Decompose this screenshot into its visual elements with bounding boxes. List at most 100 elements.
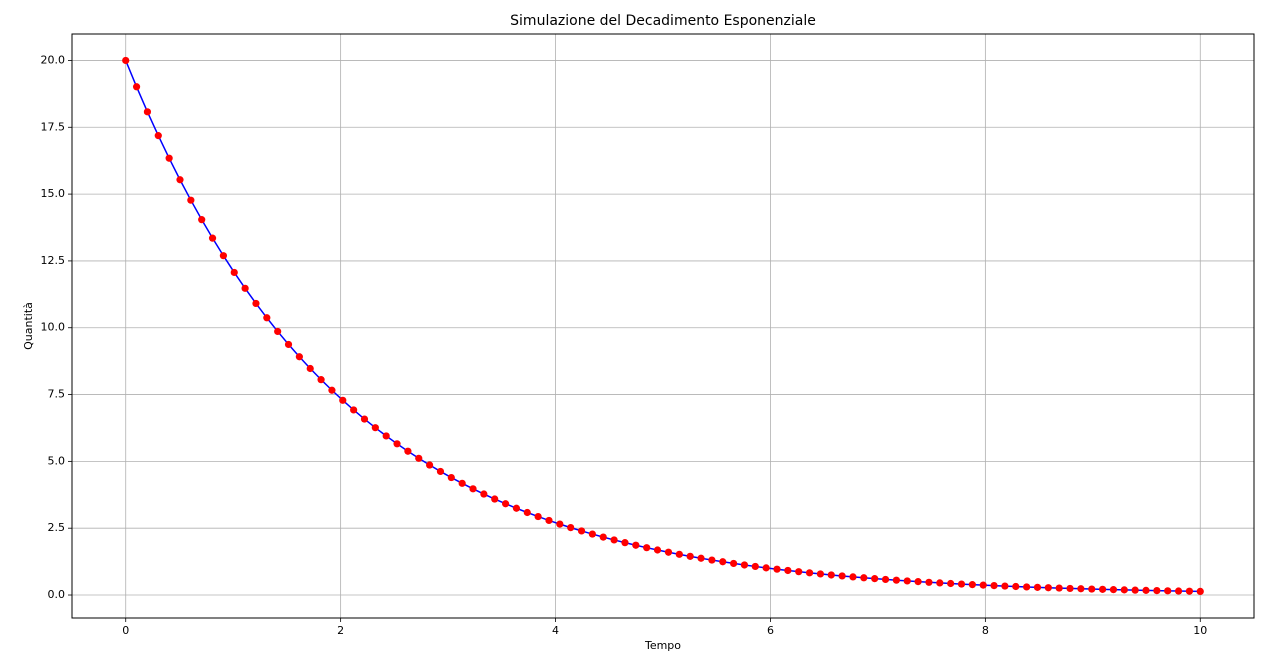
x-tick-label: 10 — [1193, 624, 1207, 637]
y-tick-label: 5.0 — [48, 454, 66, 467]
data-point — [1153, 587, 1161, 595]
data-point — [328, 386, 336, 394]
data-point — [1066, 584, 1074, 593]
data-point — [317, 376, 325, 384]
data-point — [881, 575, 890, 584]
data-point — [1044, 584, 1052, 592]
data-point — [762, 564, 770, 572]
data-point — [556, 520, 564, 528]
data-point — [241, 284, 249, 292]
data-point — [176, 176, 184, 184]
data-point — [1174, 587, 1183, 595]
data-point — [914, 578, 922, 586]
data-point — [523, 508, 531, 517]
y-tick-label: 15.0 — [41, 187, 66, 200]
data-point — [1131, 586, 1139, 594]
data-point — [534, 512, 542, 521]
data-point — [198, 216, 206, 224]
data-point — [686, 552, 694, 560]
x-tick-label: 0 — [122, 624, 129, 637]
data-point — [426, 461, 434, 469]
data-point — [577, 527, 586, 535]
data-point — [936, 579, 944, 587]
data-point — [339, 396, 347, 404]
data-point — [1164, 587, 1172, 595]
data-point — [393, 440, 401, 448]
data-point — [947, 579, 955, 588]
data-point — [729, 559, 738, 568]
data-point — [588, 530, 597, 538]
x-tick-label: 6 — [767, 624, 774, 637]
data-point — [599, 533, 607, 541]
data-point — [925, 578, 933, 586]
y-tick-label: 17.5 — [41, 120, 66, 133]
x-tick-label: 4 — [552, 624, 559, 637]
data-point — [1077, 585, 1085, 593]
data-point — [849, 573, 857, 581]
data-point — [436, 467, 445, 476]
data-point — [208, 234, 217, 242]
data-point — [382, 432, 390, 440]
data-point — [263, 314, 271, 322]
data-point — [1001, 582, 1009, 590]
data-point — [274, 327, 282, 336]
data-point — [957, 580, 966, 588]
y-tick-label: 7.5 — [48, 388, 66, 401]
data-point — [545, 516, 553, 525]
data-point — [1012, 582, 1020, 591]
data-point — [773, 565, 781, 573]
data-point — [404, 447, 412, 455]
data-point — [371, 424, 379, 432]
data-point — [501, 500, 510, 508]
data-point — [795, 568, 803, 576]
data-point — [154, 132, 162, 140]
data-point — [458, 479, 466, 487]
data-point — [187, 196, 195, 204]
data-point — [219, 252, 228, 260]
data-point — [447, 473, 455, 482]
data-point — [360, 415, 369, 423]
data-point — [784, 566, 792, 575]
data-point — [230, 268, 238, 277]
data-point — [1098, 585, 1107, 593]
y-tick-label: 10.0 — [41, 321, 66, 334]
x-axis-label: Tempo — [644, 639, 681, 652]
data-point — [708, 556, 716, 564]
data-point — [143, 108, 152, 116]
plot-frame — [71, 33, 1255, 619]
data-point — [306, 364, 314, 373]
data-point — [1088, 585, 1096, 593]
x-tick-label: 8 — [982, 624, 989, 637]
data-point — [632, 541, 640, 549]
data-point — [1109, 586, 1118, 594]
y-tick-label: 20.0 — [41, 53, 66, 66]
data-point — [675, 550, 683, 558]
data-point — [567, 524, 575, 532]
y-tick-label: 0.0 — [48, 588, 66, 601]
data-point — [860, 574, 868, 582]
data-point — [165, 154, 173, 162]
data-point — [979, 581, 987, 589]
data-point — [480, 490, 488, 498]
data-point — [132, 83, 141, 91]
data-line — [125, 60, 1201, 593]
data-point — [740, 561, 749, 569]
data-point — [512, 504, 521, 512]
data-point — [610, 536, 618, 544]
data-point — [122, 56, 130, 65]
data-point — [664, 548, 673, 556]
data-point — [350, 406, 358, 414]
data-point — [295, 353, 303, 361]
data-point — [697, 554, 705, 562]
x-tick-label: 2 — [337, 624, 344, 637]
data-point — [751, 562, 759, 571]
data-point — [284, 340, 293, 349]
data-point — [838, 572, 846, 580]
data-point — [621, 539, 629, 547]
data-point — [1033, 583, 1042, 591]
data-point — [653, 546, 662, 554]
data-point — [1142, 586, 1150, 594]
data-point — [968, 581, 976, 589]
